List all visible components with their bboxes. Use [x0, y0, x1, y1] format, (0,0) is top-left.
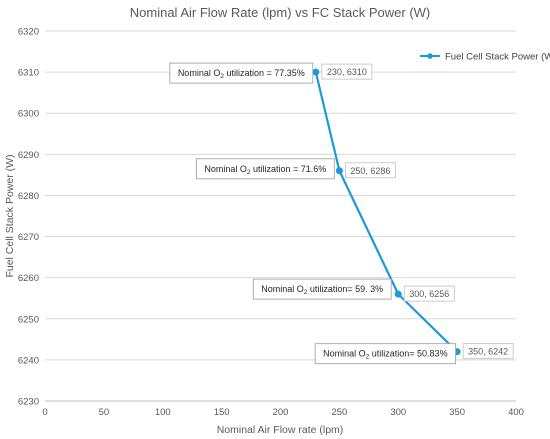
series-line: [314, 71, 458, 353]
x-tick-label: 400: [508, 407, 524, 418]
data-label: 250, 6286: [344, 162, 396, 179]
data-label-box: [403, 285, 455, 302]
legend: Fuel Cell Stack Power (W): [420, 52, 550, 63]
data-point: [394, 290, 402, 298]
data-label-box: [321, 63, 373, 80]
y-axis-title: Fuel Cell Stack Power (W): [4, 154, 16, 277]
data-label-text: 230, 6310: [327, 67, 367, 77]
y-tick-label: 6250: [18, 314, 39, 325]
callout-text: Nominal O2 utilization= 59. 3%: [261, 284, 383, 296]
y-tick-label: 6290: [18, 150, 39, 161]
y-tick-label: 6310: [18, 68, 39, 79]
y-tick-label: 6270: [18, 232, 39, 243]
x-tick-label: 150: [214, 407, 230, 418]
y-tick-label: 6320: [18, 27, 39, 38]
callout-text: Nominal O2 utilization = 77.35%: [178, 68, 305, 80]
utilization-callout: Nominal O2 utilization= 59. 3%: [252, 278, 392, 300]
y-tick-label: 6230: [18, 397, 39, 408]
data-point: [335, 167, 343, 175]
data-point: [312, 68, 320, 76]
data-label: 350, 6242: [462, 343, 514, 360]
x-tick-label: 350: [449, 407, 465, 418]
y-tick-label: 6300: [18, 109, 39, 120]
legend-marker: [427, 53, 433, 59]
x-axis-title: Nominal Air Flow rate (lpm): [217, 424, 344, 436]
x-tick-label: 300: [390, 407, 406, 418]
data-label-box: [462, 343, 514, 360]
callout-box: [314, 343, 457, 365]
callout-text: Nominal O2 utilization= 50.83%: [323, 349, 447, 361]
callout-box: [195, 158, 335, 180]
axes: 6230 6240 6250 6260 6270 6280 6290 6300 6310 6320…: [18, 27, 524, 419]
callout-text: Nominal O2 utilization = 71.6%: [204, 164, 326, 176]
chart-title: Nominal Air Flow Rate (lpm) vs FC Stack …: [130, 5, 431, 20]
x-tick-label: 100: [155, 407, 171, 418]
data-label: 300, 6256: [403, 285, 455, 302]
utilization-callout: Nominal O2 utilization= 50.83%: [314, 343, 457, 365]
data-label-text: 250, 6286: [350, 166, 390, 176]
data-label-text: 300, 6256: [409, 289, 449, 299]
data-label-text: 350, 6242: [468, 347, 508, 357]
data-label: 230, 6310: [321, 63, 373, 80]
y-tick-label: 6240: [18, 355, 39, 366]
x-tick-label: 0: [42, 407, 47, 418]
data-label-box: [344, 162, 396, 179]
y-tick-label: 6280: [18, 191, 39, 202]
utilization-callout: Nominal O2 utilization = 71.6%: [195, 158, 335, 180]
callout-box: [169, 62, 314, 84]
x-tick-label: 50: [99, 407, 110, 418]
data-labels: 230, 6310 250, 6286 300, 6256 350, 6242: [321, 63, 514, 360]
utilization-callout: Nominal O2 utilization = 77.35%: [169, 62, 314, 84]
x-tick-label: 200: [273, 407, 289, 418]
y-tick-label: 6260: [18, 273, 39, 284]
callout-box: [252, 278, 392, 300]
series-layer: [312, 68, 461, 356]
x-tick-label: 250: [331, 407, 347, 418]
annotation-callouts: Nominal O2 utilization = 77.35% Nominal O…: [169, 62, 457, 365]
legend-label: Fuel Cell Stack Power (W): [445, 52, 550, 63]
